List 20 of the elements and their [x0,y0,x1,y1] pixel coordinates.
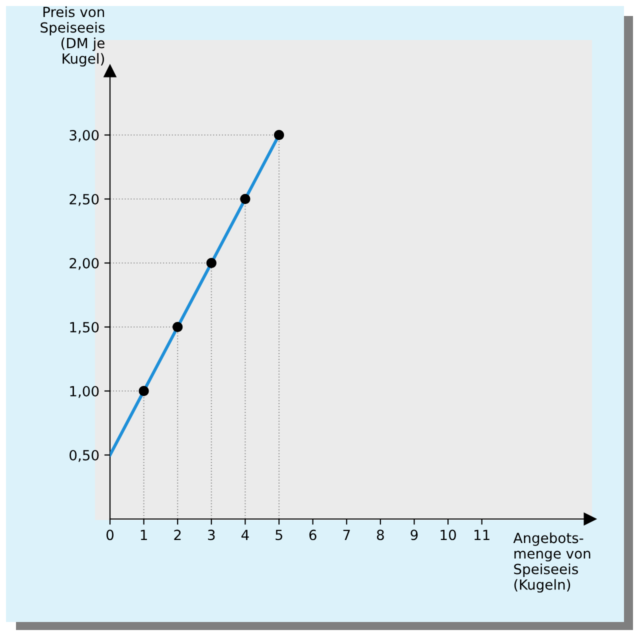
x-tick-label: 6 [309,530,316,540]
x-tick-label: 2 [174,530,181,540]
y-tick-label: 3,00 [70,130,99,142]
x-tick-label: 8 [376,530,384,540]
x-tick-label: 7 [343,530,350,540]
x-tick-label: 5 [276,530,282,540]
x-axis-title: Angebots- menge von Speiseeis (Kugeln) [513,532,590,593]
y-tick-label: 1,00 [70,386,99,398]
x-tick-label: 3 [208,530,215,540]
x-tick-label: 10 [440,530,456,540]
y-tick-label: 2,00 [70,258,99,270]
y-tick-label: 2,50 [70,194,99,206]
x-tick-label: 0 [106,530,114,540]
y-axis-title: Preis von Speiseeis (DM je Kugel) [40,6,105,67]
x-tick-label: 11 [474,530,490,540]
y-tick-label: 1,50 [70,322,99,334]
x-tick-label: 9 [410,530,418,540]
x-tick-label: 4 [241,530,249,540]
y-tick-label: 0,50 [70,450,99,462]
x-tick-label: 1 [140,530,147,540]
